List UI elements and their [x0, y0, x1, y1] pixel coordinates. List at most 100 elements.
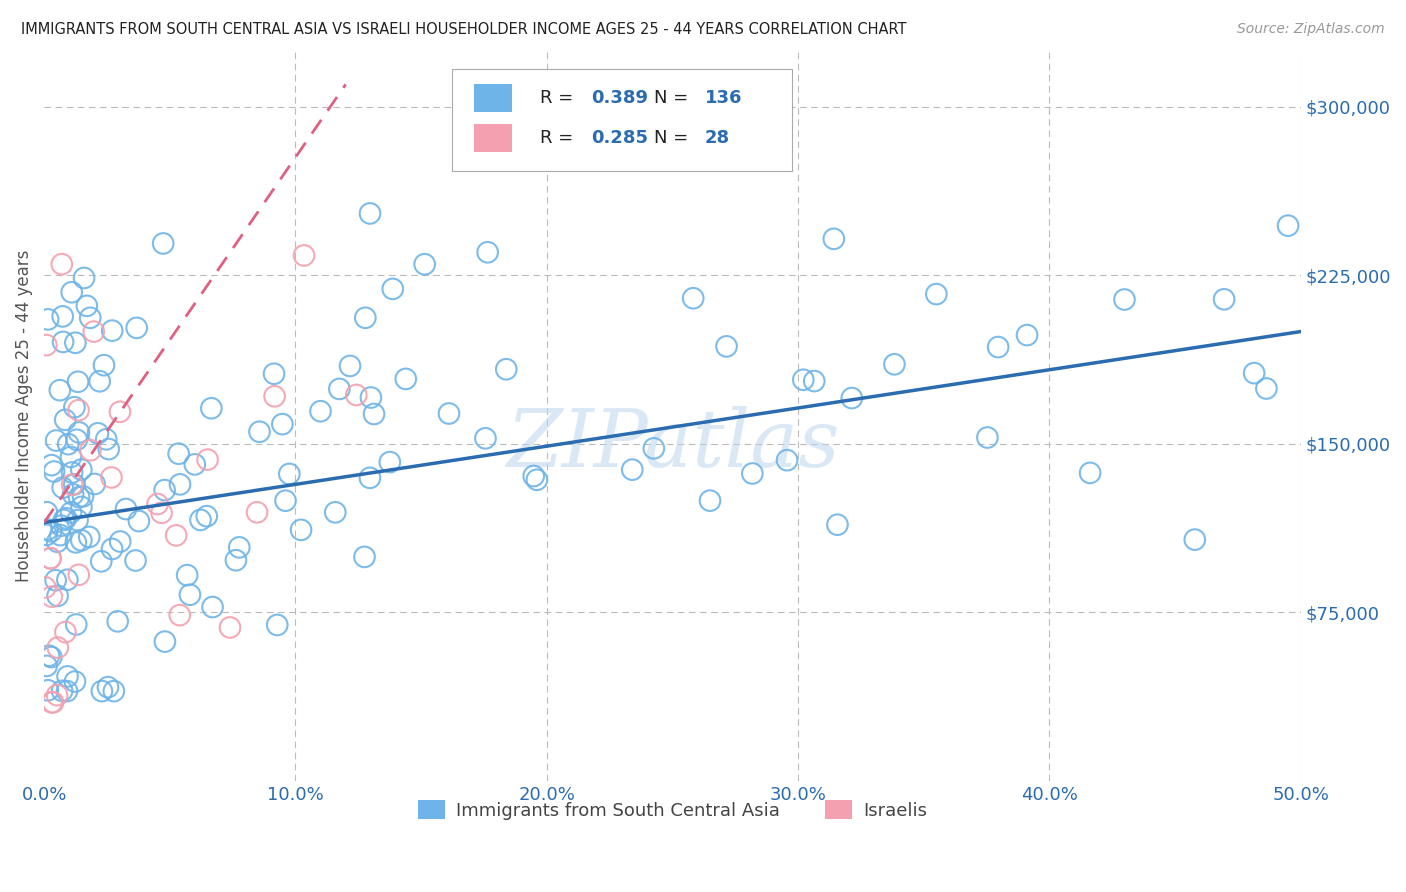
Point: [35, 659, 58, 673]
Point: [987, 340, 1010, 354]
Point: [225, 553, 247, 567]
Point: [201, 600, 224, 615]
Point: [55, 511, 77, 525]
Point: [45, 434, 67, 448]
Point: [1078, 466, 1101, 480]
Point: [37, 312, 59, 326]
Point: [621, 463, 644, 477]
Point: [353, 549, 375, 564]
Point: [67, 425, 90, 440]
Point: [359, 206, 381, 220]
Point: [41, 458, 63, 472]
Point: [776, 453, 799, 467]
Point: [323, 505, 346, 519]
Point: [344, 388, 367, 402]
Point: [699, 493, 721, 508]
Point: [63, 477, 86, 491]
Point: [83, 477, 105, 491]
Point: [67, 490, 90, 504]
Point: [90, 554, 112, 568]
Point: [328, 382, 350, 396]
Point: [395, 372, 418, 386]
Text: N =: N =: [654, 89, 688, 107]
Point: [56, 669, 79, 683]
Point: [378, 455, 401, 469]
Point: [49, 528, 72, 542]
Legend: Immigrants from South Central Asia, Israelis: Immigrants from South Central Asia, Isra…: [411, 793, 934, 827]
Point: [165, 528, 187, 542]
Point: [97, 442, 120, 456]
Point: [219, 620, 242, 634]
Point: [42, 465, 65, 479]
Text: N =: N =: [654, 129, 688, 147]
Point: [41, 590, 63, 604]
Point: [52, 481, 75, 495]
Point: [197, 452, 219, 467]
FancyBboxPatch shape: [474, 125, 512, 153]
Point: [66, 433, 89, 447]
Point: [101, 324, 124, 338]
Point: [823, 232, 845, 246]
Point: [246, 505, 269, 519]
Point: [58, 437, 80, 451]
Point: [65, 535, 87, 549]
Text: Source: ZipAtlas.com: Source: ZipAtlas.com: [1237, 22, 1385, 37]
Point: [53, 413, 76, 427]
Point: [682, 291, 704, 305]
Point: [103, 684, 125, 698]
Point: [60, 477, 83, 491]
Point: [45, 573, 67, 587]
Point: [339, 359, 361, 373]
Point: [96, 432, 118, 446]
Point: [152, 236, 174, 251]
Point: [67, 567, 90, 582]
Point: [263, 389, 285, 403]
Point: [55, 625, 77, 640]
Point: [190, 513, 212, 527]
Point: [150, 506, 173, 520]
Point: [60, 505, 83, 519]
Point: [523, 469, 546, 483]
Point: [153, 483, 176, 497]
Point: [66, 513, 89, 527]
Point: [741, 467, 763, 481]
Point: [90, 684, 112, 698]
Point: [107, 615, 129, 629]
Text: 136: 136: [704, 89, 742, 107]
Point: [228, 541, 250, 555]
Point: [59, 450, 82, 464]
FancyBboxPatch shape: [474, 84, 512, 112]
Point: [41, 695, 63, 709]
Point: [146, 497, 169, 511]
FancyBboxPatch shape: [453, 69, 792, 171]
Point: [39, 524, 62, 539]
Point: [63, 674, 86, 689]
Point: [46, 640, 69, 655]
Point: [39, 650, 62, 665]
Point: [176, 568, 198, 582]
Point: [792, 373, 814, 387]
Point: [841, 391, 863, 405]
Point: [46, 534, 69, 549]
Point: [60, 285, 83, 300]
Point: [87, 426, 110, 441]
Point: [827, 517, 849, 532]
Point: [39, 551, 62, 566]
Text: 0.389: 0.389: [591, 89, 648, 107]
Point: [1243, 366, 1265, 380]
Point: [474, 431, 496, 445]
Point: [125, 321, 148, 335]
Point: [51, 683, 73, 698]
Point: [56, 684, 79, 698]
Point: [62, 487, 84, 501]
Point: [290, 523, 312, 537]
Point: [1213, 293, 1236, 307]
Point: [128, 514, 150, 528]
Point: [167, 447, 190, 461]
Point: [249, 425, 271, 439]
Point: [46, 589, 69, 603]
Point: [34, 581, 56, 595]
Text: 0.285: 0.285: [591, 129, 648, 147]
Point: [292, 248, 315, 262]
Point: [1184, 533, 1206, 547]
